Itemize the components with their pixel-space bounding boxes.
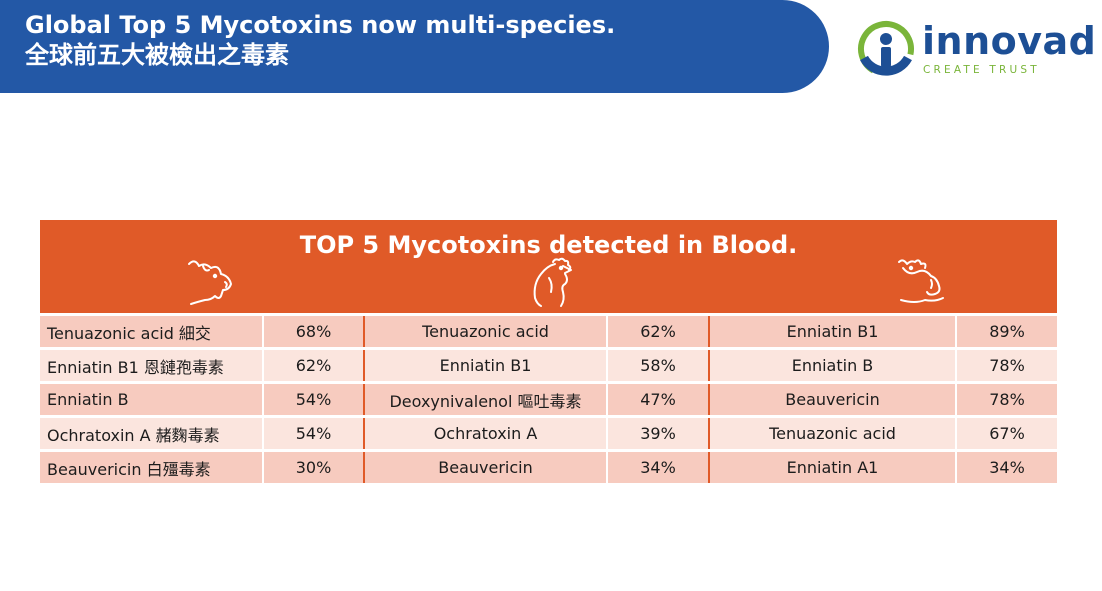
title-banner: Global Top 5 Mycotoxins now multi-specie… [0, 0, 829, 93]
cattle-toxin-name: Tenuazonic acid [708, 418, 955, 449]
pig-toxin-name: Enniatin B1 恩鏈孢毒素 [47, 357, 224, 377]
logo-name: innovad [922, 19, 1097, 63]
slide-title: Global Top 5 Mycotoxins now multi-specie… [25, 10, 615, 70]
table-header: TOP 5 Mycotoxins detected in Blood. [40, 220, 1057, 313]
table-row: Tenuazonic acid 細交 68% Tenuazonic acid 6… [40, 316, 1057, 347]
poultry-toxin-name: Tenuazonic acid [363, 316, 606, 347]
poultry-toxin-percent: 58% [606, 350, 708, 381]
innovad-logo: innovad ® CREATE TRUST [856, 19, 1096, 80]
poultry-toxin-name: Enniatin B1 [363, 350, 606, 381]
logo-registered-mark: ® [1072, 34, 1080, 43]
cattle-toxin-percent: 34% [955, 452, 1057, 483]
table-row: Enniatin B1 恩鏈孢毒素 62% Enniatin B1 58% En… [40, 350, 1057, 381]
cattle-toxin-name: Enniatin B1 [708, 316, 955, 347]
table-title: TOP 5 Mycotoxins detected in Blood. [299, 231, 798, 259]
innovad-emblem-icon [858, 20, 914, 77]
pig-toxin-percent: 62% [262, 350, 363, 381]
poultry-toxin-name: Beauvericin [363, 452, 606, 483]
cattle-toxin-name: Beauvericin [708, 384, 955, 415]
pig-toxin-percent: 68% [262, 316, 363, 347]
pig-icon [188, 260, 232, 305]
pig-toxin-percent: 54% [262, 418, 363, 449]
cow-icon [898, 259, 944, 303]
poultry-toxin-percent: 47% [606, 384, 708, 415]
pig-toxin-name: Tenuazonic acid 細交 [47, 323, 211, 343]
logo-tagline: CREATE TRUST [923, 64, 1040, 76]
cattle-toxin-percent: 78% [955, 384, 1057, 415]
pig-toxin-name: Ochratoxin A 赭麴毒素 [47, 425, 220, 445]
pig-toxin-name: Enniatin B [47, 390, 129, 409]
table-body: Tenuazonic acid 細交 68% Tenuazonic acid 6… [40, 316, 1057, 483]
pig-toxin-name: Beauvericin 白殭毒素 [47, 459, 211, 479]
table-row: Enniatin B 54% Deoxynivalenol 嘔吐毒素 47% B… [40, 384, 1057, 415]
cattle-toxin-percent: 67% [955, 418, 1057, 449]
table-row: Ochratoxin A 赭麴毒素 54% Ochratoxin A 39% T… [40, 418, 1057, 449]
table-row: Beauvericin 白殭毒素 30% Beauvericin 34% Enn… [40, 452, 1057, 483]
poultry-toxin-name: Ochratoxin A [363, 418, 606, 449]
mycotoxin-table: TOP 5 Mycotoxins detected in Blood. Tenu… [40, 220, 1057, 486]
cattle-toxin-name: Enniatin A1 [708, 452, 955, 483]
cattle-toxin-percent: 78% [955, 350, 1057, 381]
poultry-toxin-name: Deoxynivalenol 嘔吐毒素 [363, 384, 606, 415]
poultry-toxin-percent: 34% [606, 452, 708, 483]
poultry-toxin-percent: 39% [606, 418, 708, 449]
slide-title-en: Global Top 5 Mycotoxins now multi-specie… [25, 11, 616, 39]
poultry-toxin-percent: 62% [606, 316, 708, 347]
pig-toxin-percent: 30% [262, 452, 363, 483]
cattle-toxin-name: Enniatin B [708, 350, 955, 381]
slide-title-zh: 全球前五大被檢出之毒素 [25, 41, 289, 69]
cattle-toxin-percent: 89% [955, 316, 1057, 347]
chicken-icon [533, 257, 572, 307]
pig-toxin-percent: 54% [262, 384, 363, 415]
